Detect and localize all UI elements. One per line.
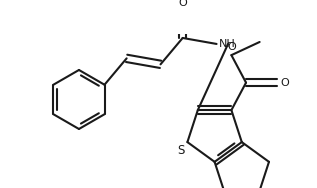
Text: O: O <box>227 42 236 52</box>
Text: O: O <box>178 0 187 8</box>
Text: O: O <box>281 78 289 88</box>
Text: S: S <box>178 144 185 157</box>
Text: NH: NH <box>219 39 236 49</box>
